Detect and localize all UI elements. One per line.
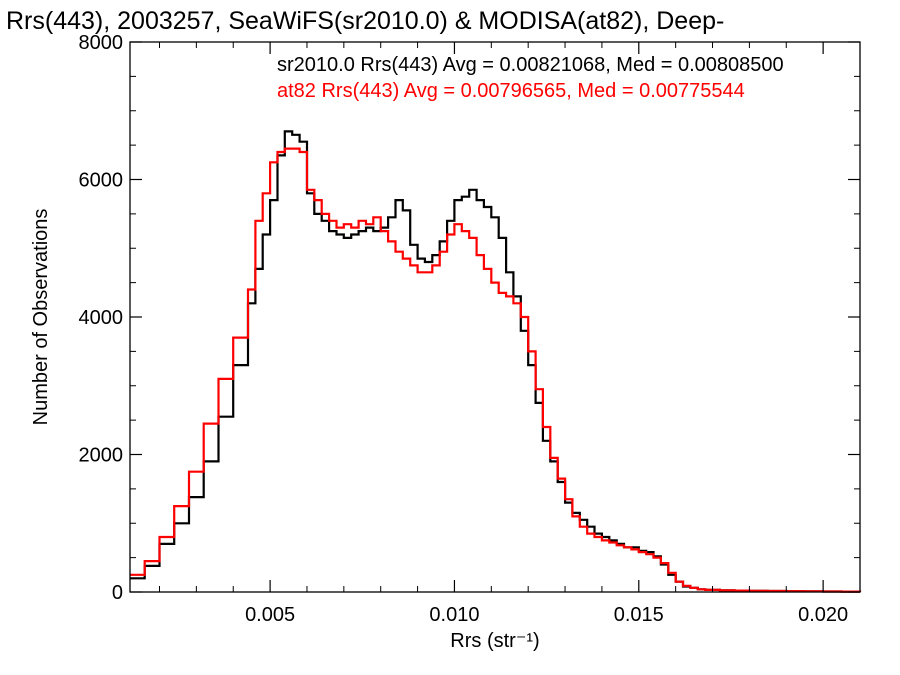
legend-entry: sr2010.0 Rrs(443) Avg = 0.00821068, Med … (277, 54, 784, 76)
x-axis-label: Rrs (str⁻¹) (450, 630, 539, 652)
y-tick-label: 4000 (79, 307, 124, 329)
x-axis: 0.005 0.010 0.015 0.020 (158, 42, 848, 626)
y-tick-label: 0 (112, 582, 123, 604)
series-line-at82 (130, 147, 862, 593)
legend-entry: at82 Rrs(443) Avg = 0.00796565, Med = 0.… (277, 80, 745, 102)
data-series-group (130, 130, 862, 593)
y-tick-label: 8000 (79, 32, 124, 54)
x-tick-label: 0.005 (245, 604, 295, 626)
y-tick-label: 2000 (79, 445, 124, 467)
y-tick-label: 6000 (79, 170, 124, 192)
y-axis: 0 2000 4000 6000 8000 (79, 32, 860, 604)
x-tick-label: 0.015 (614, 604, 664, 626)
x-tick-label: 0.010 (429, 604, 479, 626)
chart-title: Rrs(443), 2003257, SeaWiFS(sr2010.0) & M… (6, 7, 724, 35)
y-axis-label: Number of Observations (30, 209, 52, 426)
x-tick-label: 0.020 (798, 604, 848, 626)
legend: sr2010.0 Rrs(443) Avg = 0.00821068, Med … (277, 54, 784, 102)
